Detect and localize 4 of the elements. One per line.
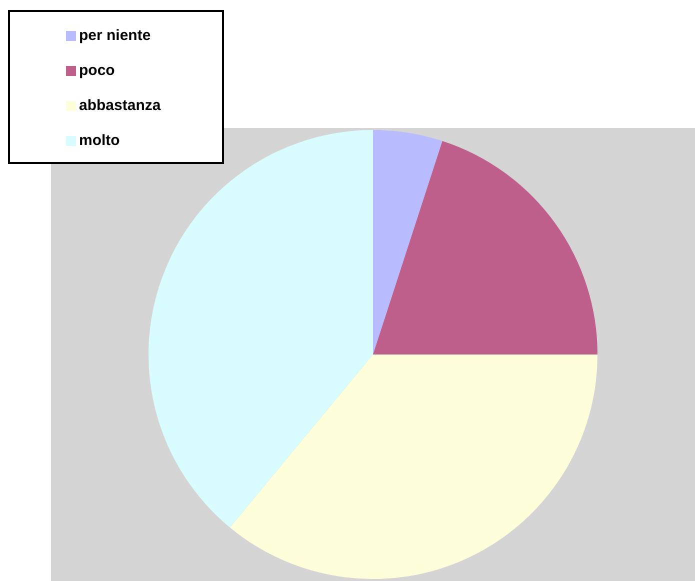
legend-label: poco — [79, 62, 115, 79]
legend-label: abbastanza — [79, 97, 161, 114]
legend-label: molto — [79, 132, 120, 149]
legend-label: per niente — [79, 27, 151, 44]
